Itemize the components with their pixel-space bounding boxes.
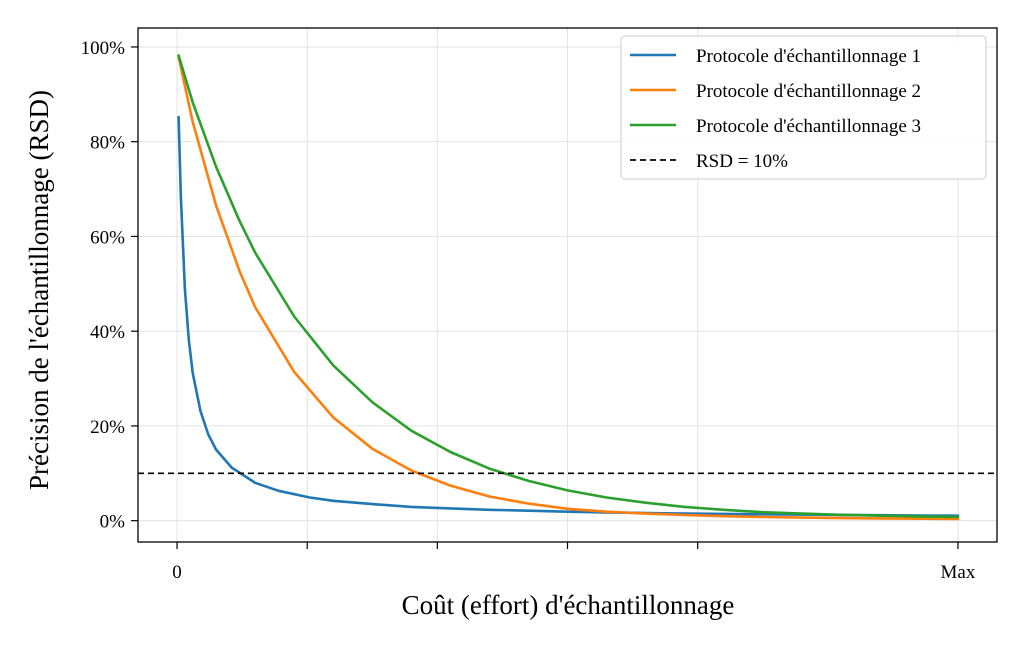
legend-box bbox=[620, 35, 987, 180]
y-tick-label: 80% bbox=[90, 133, 125, 154]
x-tick-label: 0 bbox=[172, 562, 182, 583]
legend: Protocole d'échantillonnage 1 Protocole d… bbox=[620, 35, 987, 180]
y-tick-label: 40% bbox=[90, 322, 125, 343]
y-tick-label: 0% bbox=[100, 512, 126, 533]
y-tick-label: 60% bbox=[90, 227, 125, 248]
y-axis-label: Précision de l'échantillonnage (RSD) bbox=[24, 90, 54, 490]
series-line-1 bbox=[177, 115, 960, 517]
series-line-3 bbox=[177, 54, 960, 519]
x-tick-label: Max bbox=[941, 562, 976, 583]
x-axis-label: Coût (effort) d'échantillonnage bbox=[402, 590, 735, 620]
plot-lines bbox=[138, 54, 997, 521]
legend-label-3: Protocole d'échantillonnage 3 bbox=[696, 116, 921, 137]
axis-ticks: 0 Max 0% 20% 40% 60% 80% 100% bbox=[81, 38, 976, 583]
y-tick-label: 20% bbox=[90, 417, 125, 438]
series-line-2 bbox=[177, 55, 960, 521]
legend-label-4: RSD = 10% bbox=[696, 151, 788, 172]
legend-label-1: Protocole d'échantillonnage 1 bbox=[696, 46, 921, 67]
legend-label-2: Protocole d'échantillonnage 2 bbox=[696, 81, 921, 102]
y-tick-label: 100% bbox=[81, 38, 126, 59]
